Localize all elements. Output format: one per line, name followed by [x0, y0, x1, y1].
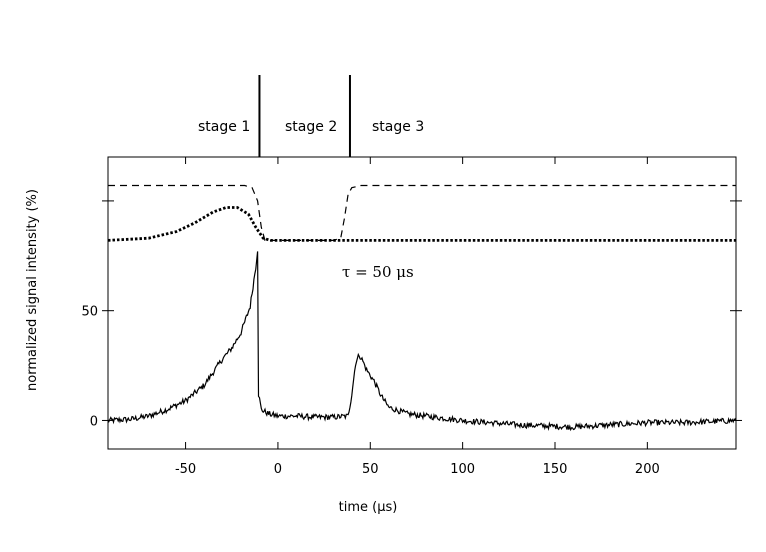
x-axis-label: time (μs)	[339, 500, 398, 515]
x-tick-label: 100	[450, 462, 475, 477]
x-tick-label: 50	[362, 462, 379, 477]
y-tick-label: 50	[81, 305, 98, 320]
series-line-dashed	[108, 184, 736, 241]
x-tick-label: 200	[635, 462, 660, 477]
stage-1-label: stage 1	[198, 119, 250, 135]
series-line-dotted	[107, 206, 736, 242]
tau-annotation: τ = 50 μs	[342, 263, 414, 281]
stage-2-label: stage 2	[285, 119, 337, 135]
plot-frame	[107, 156, 737, 450]
series-line-signal	[107, 251, 737, 432]
x-tick-label: 0	[274, 462, 282, 477]
x-tick-label: 150	[543, 462, 568, 477]
plot-area: -50 0 50 100 150 200 0 50	[81, 75, 742, 477]
stage-3-label: stage 3	[372, 119, 424, 135]
y-axis-label: normalized signal intensity (%)	[25, 189, 40, 391]
y-tick-label: 0	[90, 414, 98, 429]
x-tick-label: -50	[175, 462, 196, 477]
